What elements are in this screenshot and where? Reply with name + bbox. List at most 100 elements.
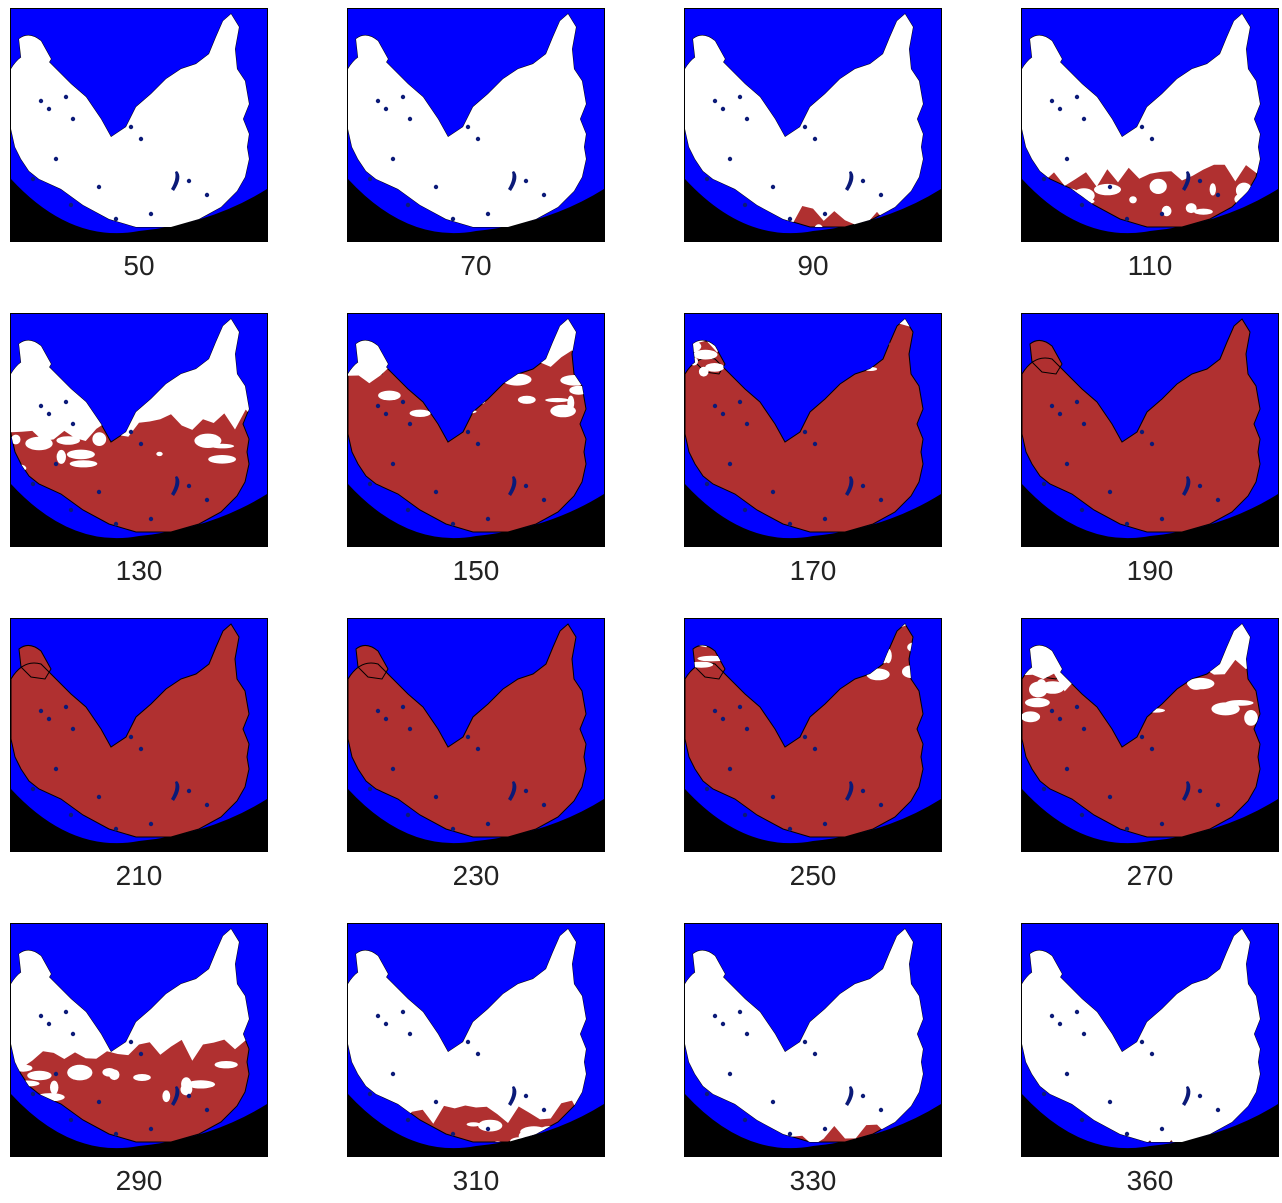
map-panel-50: 50 — [10, 8, 268, 288]
lake-marker — [39, 709, 43, 713]
lake-marker — [823, 822, 827, 826]
lake-marker — [205, 803, 209, 807]
lake-marker — [408, 422, 412, 426]
lake-marker — [721, 412, 725, 416]
lake-marker — [69, 1118, 73, 1122]
lake-marker — [47, 107, 51, 111]
lake-marker — [743, 508, 747, 512]
lake-marker — [31, 1092, 35, 1096]
lake-marker — [1042, 1092, 1046, 1096]
panel-label: 310 — [347, 1163, 605, 1199]
lake-marker — [728, 157, 732, 161]
lake-marker — [64, 95, 68, 99]
lake-marker — [384, 412, 388, 416]
lake-marker — [401, 95, 405, 99]
snow-cover-map — [10, 618, 268, 852]
snow-cover-map — [10, 8, 268, 242]
map-panel-130: 130 — [10, 313, 268, 593]
lake-marker — [205, 1108, 209, 1112]
lake-marker — [1160, 822, 1164, 826]
lake-marker — [149, 1127, 153, 1131]
lake-marker — [1080, 508, 1084, 512]
lake-marker — [1065, 462, 1069, 466]
lake-marker — [542, 1108, 546, 1112]
snow-cover-map — [347, 618, 605, 852]
lake-marker — [451, 217, 455, 221]
lake-marker — [1082, 117, 1086, 121]
lake-marker — [1058, 107, 1062, 111]
lake-marker — [139, 747, 143, 751]
lake-marker — [408, 727, 412, 731]
snow-cover-map — [347, 313, 605, 547]
lake-marker — [466, 125, 470, 129]
lake-marker — [384, 717, 388, 721]
lake-marker — [745, 422, 749, 426]
lake-marker — [1198, 1094, 1202, 1098]
lake-marker — [813, 442, 817, 446]
lake-marker — [376, 99, 380, 103]
lake-marker — [823, 1127, 827, 1131]
lake-marker — [524, 484, 528, 488]
lake-marker — [476, 442, 480, 446]
lake-marker — [813, 1052, 817, 1056]
lake-marker — [384, 1022, 388, 1026]
panel-label: 150 — [347, 553, 605, 589]
lake-marker — [823, 212, 827, 216]
lake-marker — [861, 1094, 865, 1098]
lake-marker — [451, 522, 455, 526]
lake-marker — [1058, 717, 1062, 721]
lake-marker — [71, 422, 75, 426]
lake-marker — [861, 484, 865, 488]
map-panel-110: 110 — [1021, 8, 1279, 288]
snow-cover-map — [347, 8, 605, 242]
lake-marker — [803, 735, 807, 739]
lake-marker — [434, 1100, 438, 1104]
lake-marker — [738, 400, 742, 404]
lake-marker — [728, 1072, 732, 1076]
lake-marker — [861, 789, 865, 793]
lake-marker — [47, 1022, 51, 1026]
lake-marker — [129, 735, 133, 739]
lake-marker — [813, 137, 817, 141]
lake-marker — [139, 1052, 143, 1056]
lake-marker — [39, 404, 43, 408]
lake-marker — [861, 179, 865, 183]
panel-label: 190 — [1021, 553, 1279, 589]
lake-marker — [743, 1118, 747, 1122]
lake-marker — [1108, 185, 1112, 189]
lake-marker — [1080, 203, 1084, 207]
lake-marker — [1042, 787, 1046, 791]
lake-marker — [64, 400, 68, 404]
lake-marker — [486, 822, 490, 826]
lake-marker — [803, 1040, 807, 1044]
lake-marker — [1150, 1052, 1154, 1056]
lake-marker — [738, 95, 742, 99]
lake-marker — [1125, 827, 1129, 831]
lake-marker — [401, 1010, 405, 1014]
panel-label: 270 — [1021, 858, 1279, 894]
lake-marker — [391, 462, 395, 466]
map-panel-190: 190 — [1021, 313, 1279, 593]
lake-marker — [705, 787, 709, 791]
lake-marker — [97, 490, 101, 494]
lake-marker — [771, 795, 775, 799]
lake-marker — [745, 117, 749, 121]
lake-marker — [1075, 1010, 1079, 1014]
lake-marker — [713, 709, 717, 713]
lake-marker — [721, 1022, 725, 1026]
lake-marker — [187, 179, 191, 183]
lake-marker — [149, 212, 153, 216]
lake-marker — [114, 827, 118, 831]
lake-marker — [803, 430, 807, 434]
lake-marker — [368, 1092, 372, 1096]
snow-cover-map — [684, 313, 942, 547]
lake-marker — [1075, 95, 1079, 99]
lake-marker — [1080, 1118, 1084, 1122]
snow-cover-map — [684, 618, 942, 852]
map-panel-250: 250 — [684, 618, 942, 898]
lake-marker — [771, 185, 775, 189]
lake-marker — [879, 498, 883, 502]
panel-label: 330 — [684, 1163, 942, 1199]
lake-marker — [788, 1132, 792, 1136]
lake-marker — [401, 705, 405, 709]
